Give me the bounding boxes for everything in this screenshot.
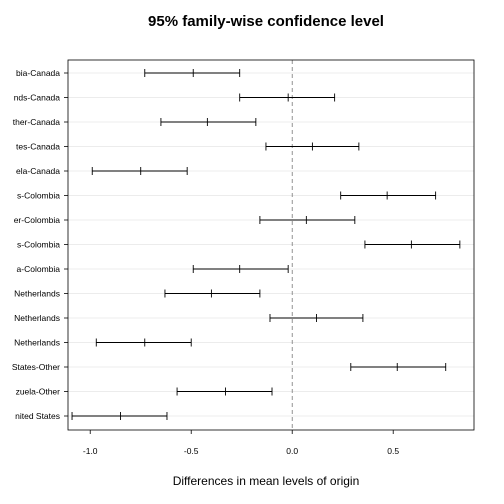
comparison-labels: bia-Canada nds-Canada ther-Canada tes-Canad… <box>12 68 68 421</box>
comparison-label: ther-Canada <box>13 117 61 127</box>
ci-row <box>239 93 336 102</box>
comparison-label: States-Other <box>12 362 60 372</box>
x-axis-ticks: -1.0 -0.5 0.0 0.5 <box>83 430 399 456</box>
comparison-label: Netherlands <box>14 313 60 323</box>
x-tick-label: 0.5 <box>387 446 399 456</box>
comparison-label: tes-Canada <box>16 142 60 152</box>
comparison-label: Netherlands <box>14 289 60 299</box>
ci-row <box>91 167 188 175</box>
comparison-label: zuela-Other <box>16 387 61 397</box>
plot-frame <box>67 59 475 431</box>
chart-title: 95% family-wise confidence level <box>148 13 384 30</box>
ci-row <box>265 142 360 151</box>
ci-row <box>269 314 364 322</box>
ci-row <box>71 412 168 420</box>
x-tick-label: 0.0 <box>286 446 298 456</box>
comparison-label: er-Colombia <box>14 215 61 225</box>
ci-row <box>176 387 273 396</box>
x-tick-label: -0.5 <box>184 446 199 456</box>
comparison-label: Netherlands <box>14 338 60 348</box>
ci-row <box>144 69 241 77</box>
confidence-intervals <box>71 69 461 420</box>
comparison-label: ela-Canada <box>16 166 60 176</box>
comparison-label: a-Colombia <box>17 264 61 274</box>
comparison-label: nited States <box>15 411 60 421</box>
comparison-label: bia-Canada <box>16 68 60 78</box>
comparison-label: nds-Canada <box>14 93 61 103</box>
ci-row <box>192 265 289 273</box>
x-tick-label: -1.0 <box>83 446 98 456</box>
ci-row <box>95 338 192 347</box>
ci-row <box>364 240 461 249</box>
ci-row <box>350 363 447 371</box>
ci-row <box>340 191 437 200</box>
ci-row <box>164 289 261 298</box>
comparison-label: s-Colombia <box>17 191 60 201</box>
x-axis-title: Differences in mean levels of origin <box>173 474 360 488</box>
ci-row <box>160 118 257 126</box>
ci-row <box>259 216 356 224</box>
comparison-label: s-Colombia <box>17 240 60 250</box>
